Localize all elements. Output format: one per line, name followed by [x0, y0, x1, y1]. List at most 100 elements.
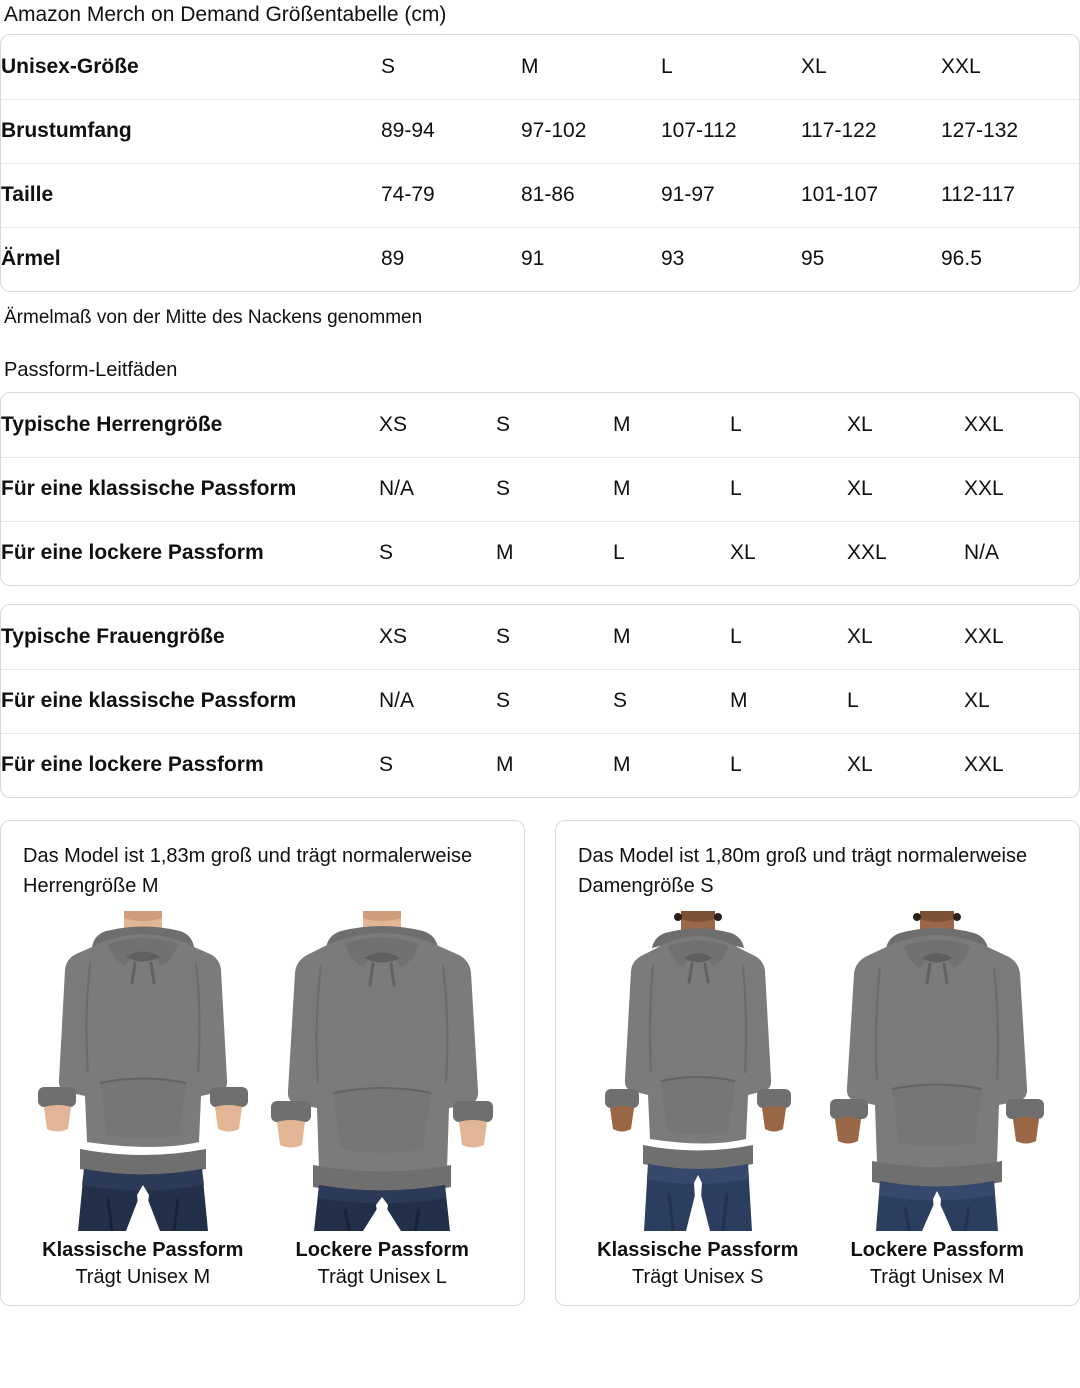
cell-value: XL: [847, 456, 964, 521]
cell-value: L: [730, 412, 742, 436]
cell-value: S: [381, 54, 396, 78]
row-label: Für eine klassische Passform: [1, 668, 379, 733]
male-classic-caption: Klassische Passform Trägt Unisex M: [23, 1237, 263, 1291]
cell-value: N/A: [964, 520, 1079, 585]
table-row: Für eine lockere Passform S M L XL XXL N…: [1, 520, 1079, 585]
cell-value: XL: [847, 624, 873, 648]
row-label: Typische Frauengröße: [1, 624, 225, 648]
table-row: Typische Herrengröße XS S M L XL XXL: [1, 393, 1079, 457]
female-classic-fit-figure: [583, 911, 813, 1231]
female-loose-hoodie-illustration: [830, 911, 1045, 1231]
table-row: Für eine lockere Passform S M M L XL XXL: [1, 732, 1079, 797]
fit-wears: Trägt Unisex S: [631, 1266, 764, 1288]
cell-value: M: [730, 668, 847, 733]
male-figures: [23, 911, 502, 1231]
table-row: Taille 74-79 81-86 91-97 101-107 112-117: [1, 162, 1079, 227]
cell-value: S: [379, 520, 496, 585]
row-label: Typische Herrengröße: [1, 412, 223, 436]
female-captions: Klassische Passform Trägt Unisex S Locke…: [578, 1237, 1057, 1291]
cell-value: 93: [661, 226, 801, 291]
cell-value: L: [847, 668, 964, 733]
fit-title: Lockere Passform: [850, 1239, 1024, 1261]
cell-value: 112-117: [941, 162, 1079, 227]
male-model-description: Das Model ist 1,83m groß und trägt norma…: [23, 845, 473, 897]
womens-fit-guide-card: Typische Frauengröße XS S M L XL XXL Für…: [0, 604, 1080, 798]
table-row: Für eine klassische Passform N/A S S M L…: [1, 668, 1079, 733]
cell-value: S: [496, 412, 511, 436]
cell-value: XS: [379, 624, 408, 648]
cell-value: 89: [381, 226, 521, 291]
cell-value: 81-86: [521, 162, 661, 227]
female-loose-fit-figure: [822, 911, 1052, 1231]
cell-value: XXL: [847, 520, 964, 585]
cell-value: XXL: [964, 456, 1079, 521]
cell-value: M: [613, 412, 631, 436]
male-classic-hoodie-illustration: [37, 911, 248, 1231]
row-label: Für eine klassische Passform: [1, 456, 379, 521]
row-label: Brustumfang: [1, 98, 381, 163]
row-label: Ärmel: [1, 226, 381, 291]
fit-wears: Trägt Unisex M: [869, 1266, 1005, 1288]
table-spacer: [0, 586, 1080, 604]
cell-value: 117-122: [801, 98, 941, 163]
cell-value: 97-102: [521, 98, 661, 163]
row-label: Für eine lockere Passform: [1, 732, 379, 797]
table-row: Brustumfang 89-94 97-102 107-112 117-122…: [1, 98, 1079, 163]
cell-value: L: [661, 54, 673, 78]
cell-value: XL: [964, 668, 1079, 733]
male-loose-caption: Lockere Passform Trägt Unisex L: [263, 1237, 503, 1291]
cell-value: XXL: [964, 732, 1079, 797]
cell-value: N/A: [379, 456, 496, 521]
cell-value: XL: [847, 732, 964, 797]
row-label: Für eine lockere Passform: [1, 520, 379, 585]
mens-fit-table: Typische Herrengröße XS S M L XL XXL Für…: [1, 393, 1079, 585]
male-model-card: Das Model ist 1,83m groß und trägt norma…: [0, 820, 525, 1306]
mens-fit-guide-card: Typische Herrengröße XS S M L XL XXL Für…: [0, 392, 1080, 586]
cell-value: S: [496, 456, 613, 521]
cell-value: S: [379, 732, 496, 797]
cell-value: M: [496, 520, 613, 585]
table-row: Ärmel 89 91 93 95 96.5: [1, 226, 1079, 291]
cell-value: M: [613, 624, 631, 648]
cell-value: 127-132: [941, 98, 1079, 163]
cell-value: M: [613, 456, 730, 521]
female-model-card: Das Model ist 1,80m groß und trägt norma…: [555, 820, 1080, 1306]
cell-value: S: [496, 624, 511, 648]
size-chart-page: Amazon Merch on Demand Größentabelle (cm…: [0, 3, 1080, 1306]
cell-value: XXL: [964, 412, 1004, 436]
table-row: Für eine klassische Passform N/A S M L X…: [1, 456, 1079, 521]
cell-value: XL: [801, 54, 827, 78]
unisex-size-table-card: Unisex-Größe S M L XL XXL Brustumfang 89…: [0, 34, 1080, 292]
cell-value: S: [613, 668, 730, 733]
cell-value: M: [496, 732, 613, 797]
male-captions: Klassische Passform Trägt Unisex M Locke…: [23, 1237, 502, 1291]
cell-value: 95: [801, 226, 941, 291]
model-cards-row: Das Model ist 1,83m groß und trägt norma…: [0, 820, 1080, 1306]
cell-value: L: [730, 456, 847, 521]
unisex-size-table: Unisex-Größe S M L XL XXL Brustumfang 89…: [1, 35, 1079, 291]
male-loose-hoodie-illustration: [271, 911, 494, 1231]
cell-value: 96.5: [941, 226, 1079, 291]
cell-value: N/A: [379, 668, 496, 733]
female-classic-caption: Klassische Passform Trägt Unisex S: [578, 1237, 818, 1291]
fit-title: Klassische Passform: [42, 1239, 244, 1261]
cell-value: L: [613, 520, 730, 585]
sleeve-measurement-note: Ärmelmaß von der Mitte des Nackens genom…: [4, 307, 423, 328]
female-classic-hoodie-illustration: [604, 911, 791, 1231]
cell-value: XXL: [964, 624, 1004, 648]
cell-value: 101-107: [801, 162, 941, 227]
cell-value: 89-94: [381, 98, 521, 163]
cell-value: L: [730, 624, 742, 648]
cell-value: 74-79: [381, 162, 521, 227]
cell-value: 107-112: [661, 98, 801, 163]
female-loose-caption: Lockere Passform Trägt Unisex M: [818, 1237, 1058, 1291]
row-label: Unisex-Größe: [1, 54, 139, 78]
fit-guides-heading: Passform-Leitfäden: [4, 359, 178, 381]
cell-value: XS: [379, 412, 408, 436]
fit-title: Klassische Passform: [597, 1239, 799, 1261]
cell-value: L: [730, 732, 847, 797]
cell-value: M: [521, 54, 539, 78]
table-row: Typische Frauengröße XS S M L XL XXL: [1, 605, 1079, 669]
womens-fit-table: Typische Frauengröße XS S M L XL XXL Für…: [1, 605, 1079, 797]
cell-value: XL: [847, 412, 873, 436]
